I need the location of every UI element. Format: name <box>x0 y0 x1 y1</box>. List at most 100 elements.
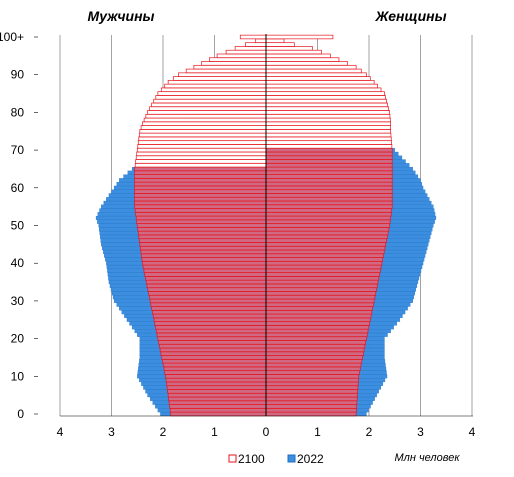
legend-swatch-2100 <box>228 454 237 463</box>
y-tick-label: 70 <box>11 143 25 157</box>
bar-2100-male <box>169 404 267 409</box>
bar-2100-female <box>265 234 388 240</box>
y-tick-label: 20 <box>11 332 25 346</box>
y-tick-label: 40 <box>11 256 25 270</box>
bar-2100-female <box>265 268 381 273</box>
bar-2100-male <box>135 159 267 164</box>
bar-2100-female <box>265 227 390 232</box>
bar-2100-male <box>151 306 267 311</box>
bar-2100-male <box>134 162 267 168</box>
bar-2100-male <box>147 287 267 292</box>
bar-2100-male <box>167 80 267 85</box>
y-tick-label: 100+ <box>0 30 24 44</box>
bar-2100-male <box>150 302 267 307</box>
y-tick-labels: 0 10 20 30 40 50 60 70 80 90 100+ <box>0 30 38 421</box>
bar-2100-female <box>265 385 359 390</box>
bar-2100-female <box>265 298 375 304</box>
bar-2100-male <box>137 144 267 149</box>
bar-2100-male <box>134 181 267 187</box>
bar-2100-male <box>160 351 267 356</box>
bar-2100-female <box>265 321 370 326</box>
bar-2100-male <box>209 57 267 62</box>
bar-2100-male <box>185 68 267 74</box>
bar-2100-male <box>156 332 267 338</box>
bar-2100-male <box>142 261 267 266</box>
bar-2100-female <box>265 400 358 405</box>
title-female: Женщины <box>374 8 446 24</box>
bar-2100-female <box>265 49 322 55</box>
bar-2100-female <box>265 408 357 413</box>
bar-2100-male <box>135 155 267 160</box>
bar-2100-male <box>149 298 267 304</box>
bar-2100-female <box>265 219 391 224</box>
bar-2100-female <box>265 80 375 85</box>
bar-2100-female <box>265 189 393 194</box>
bar-2100-male <box>234 46 267 51</box>
bar-2100-female <box>265 166 393 172</box>
bar-2100-female <box>265 91 385 96</box>
bar-2100-female <box>265 42 295 47</box>
bar-2100-male <box>170 411 267 417</box>
bar-2100-male <box>134 204 267 209</box>
bar-2100-female <box>265 294 376 300</box>
bar-2100-female <box>265 291 377 296</box>
bar-2100-female <box>265 374 360 379</box>
bar-2100-male <box>140 249 267 255</box>
bar-2100-male <box>158 340 267 345</box>
bar-2100-male <box>159 347 267 353</box>
bar-2100-female <box>265 411 357 417</box>
bar-2100-male <box>157 336 267 341</box>
bar-2100-female <box>265 245 386 251</box>
bar-2100-male <box>166 381 267 387</box>
x-tick-label: 4 <box>57 425 64 439</box>
bar-2100-female <box>265 193 393 198</box>
bar-2100-female <box>265 328 369 334</box>
bar-2100-female <box>265 362 362 368</box>
bar-2100-female <box>265 83 378 89</box>
x-tick-label: 2 <box>366 425 373 439</box>
bar-2100-male <box>165 374 267 379</box>
bar-2100-male <box>139 129 267 134</box>
x-tick-label: 2 <box>160 425 167 439</box>
bar-2100-male <box>148 291 267 296</box>
bar-2100-female <box>265 155 393 160</box>
bar-2100-female <box>265 279 379 285</box>
bar-2100-female <box>265 140 392 145</box>
bar-2100-male <box>139 242 267 247</box>
bar-2100-male <box>147 110 267 115</box>
unit-label: Млн человек <box>394 452 460 464</box>
bar-2100-male <box>138 238 267 243</box>
bar-2100-female <box>265 355 363 360</box>
bar-2100-female <box>265 46 313 51</box>
bar-2100-female <box>265 34 334 40</box>
bar-2100-male <box>245 42 267 47</box>
y-tick-label: 80 <box>11 105 25 119</box>
bar-2100-female <box>265 343 366 349</box>
x-tick-label: 1 <box>211 425 218 439</box>
bar-2100-male <box>159 343 267 349</box>
bar-2100-male <box>134 166 267 172</box>
bar-2100-female <box>265 110 390 115</box>
bar-2100-female <box>265 313 372 319</box>
bar-2100-male <box>168 396 267 402</box>
x-tick-labels: 4 3 2 1 0 1 2 3 4 <box>57 425 476 439</box>
bar-2100-male <box>166 385 267 390</box>
bar-2100-male <box>178 72 267 77</box>
bar-2100-male <box>145 279 267 285</box>
bar-2100-female <box>265 257 383 262</box>
title-male: Мужчины <box>87 8 154 24</box>
bar-2100-male <box>225 49 267 55</box>
x-tick-label: 1 <box>314 425 321 439</box>
bar-2100-male <box>140 125 267 130</box>
bar-2100-female <box>265 200 393 206</box>
bar-2100-male <box>146 283 267 289</box>
bar-2100-female <box>265 136 392 141</box>
bar-2100-female <box>265 68 362 74</box>
bar-2100-male <box>193 64 267 70</box>
y-tick-label: 50 <box>11 219 25 233</box>
y-tick-label: 90 <box>11 68 25 82</box>
bar-2100-female <box>265 72 367 77</box>
bar-2100-male <box>136 223 267 228</box>
bar-2100-female <box>265 159 393 164</box>
